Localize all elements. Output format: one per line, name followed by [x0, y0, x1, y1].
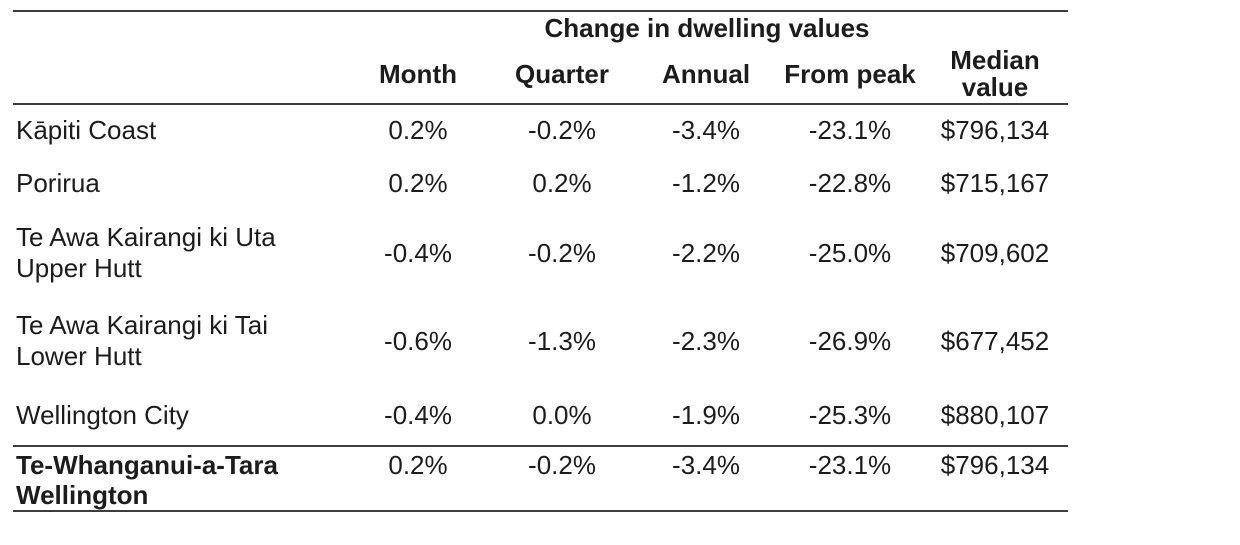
median-value: $709,602	[940, 237, 1050, 268]
region-cell: Kāpiti Coast	[13, 104, 346, 156]
column-header-annual: Annual	[661, 58, 751, 89]
from-peak-value: -22.8%	[808, 167, 892, 198]
region-cell: Te Awa Kairangi ki Uta Upper Hutt	[13, 210, 346, 296]
table-row-wellington-region-total: Te-Whanganui-a-Tara Wellington 0.2% -0.2…	[13, 446, 1068, 511]
table-title-row: Change in dwelling values	[13, 11, 1068, 45]
region-cell: Wellington City	[13, 386, 346, 446]
median-value: $796,134	[940, 450, 1050, 480]
region-label: Te Awa Kairangi ki Tai	[16, 310, 268, 340]
quarter-value: 0.0%	[532, 400, 592, 430]
column-header-median-value: Median value	[922, 45, 1068, 104]
dwelling-values-table: Change in dwelling values Month Quarter …	[13, 10, 1068, 512]
column-header-from-peak: From peak	[784, 58, 916, 89]
column-header-month: Month	[379, 58, 457, 89]
region-label: Te Awa Kairangi ki Uta	[16, 222, 276, 252]
region-label-line2: Upper Hutt	[16, 253, 142, 283]
from-peak-value: -25.0%	[808, 237, 892, 268]
annual-value: -1.9%	[672, 400, 740, 430]
region-cell: Te-Whanganui-a-Tara Wellington	[13, 446, 346, 511]
title-spacer-cell	[13, 11, 346, 45]
month-value: 0.2%	[388, 115, 448, 145]
annual-value: -2.2%	[672, 237, 740, 268]
table-title: Change in dwelling values	[544, 13, 870, 43]
median-value: $880,107	[940, 400, 1050, 430]
table-row-porirua: Porirua 0.2% 0.2% -1.2% -22.8% $715,167	[13, 156, 1068, 210]
region-cell: Te Awa Kairangi ki Tai Lower Hutt	[13, 296, 346, 386]
month-value: -0.4%	[384, 237, 452, 268]
quarter-value: -0.2%	[528, 115, 596, 145]
month-value: -0.6%	[384, 325, 452, 356]
median-header-line2: value	[961, 72, 1029, 102]
column-header-quarter: Quarter	[515, 58, 609, 89]
quarter-value: 0.2%	[532, 167, 592, 198]
annual-value: -1.2%	[672, 167, 740, 198]
median-value: $796,134	[940, 115, 1050, 145]
from-peak-value: -25.3%	[808, 400, 892, 430]
annual-value: -3.4%	[672, 450, 740, 480]
from-peak-value: -23.1%	[808, 450, 892, 480]
from-peak-value: -26.9%	[808, 325, 892, 356]
region-label-line2: Lower Hutt	[16, 341, 142, 371]
quarter-value: -0.2%	[528, 237, 596, 268]
median-value: $715,167	[940, 167, 1050, 198]
region-label-line2: Wellington	[16, 480, 149, 510]
region-cell: Porirua	[13, 156, 346, 210]
table-row-wellington-city: Wellington City -0.4% 0.0% -1.9% -25.3% …	[13, 386, 1068, 446]
table-row-lower-hutt: Te Awa Kairangi ki Tai Lower Hutt -0.6% …	[13, 296, 1068, 386]
quarter-value: -0.2%	[528, 450, 596, 480]
month-value: 0.2%	[388, 450, 448, 480]
region-label: Porirua	[16, 167, 100, 198]
median-value: $677,452	[940, 325, 1050, 356]
table-row-upper-hutt: Te Awa Kairangi ki Uta Upper Hutt -0.4% …	[13, 210, 1068, 296]
annual-value: -3.4%	[672, 115, 740, 145]
annual-value: -2.3%	[672, 325, 740, 356]
table-row-kapiti-coast: Kāpiti Coast 0.2% -0.2% -3.4% -23.1% $79…	[13, 104, 1068, 156]
region-label: Wellington City	[16, 400, 189, 430]
region-label: Kāpiti Coast	[16, 115, 157, 145]
median-header-line1: Median	[950, 45, 1040, 75]
from-peak-value: -23.1%	[808, 115, 892, 145]
month-value: -0.4%	[384, 400, 452, 430]
region-label: Te-Whanganui-a-Tara	[16, 450, 278, 480]
month-value: 0.2%	[388, 167, 448, 198]
dwelling-values-table-container: Change in dwelling values Month Quarter …	[13, 10, 1068, 512]
quarter-value: -1.3%	[528, 325, 596, 356]
column-header-row: Month Quarter Annual From peak Median va…	[13, 45, 1068, 104]
region-column-header	[13, 45, 346, 104]
